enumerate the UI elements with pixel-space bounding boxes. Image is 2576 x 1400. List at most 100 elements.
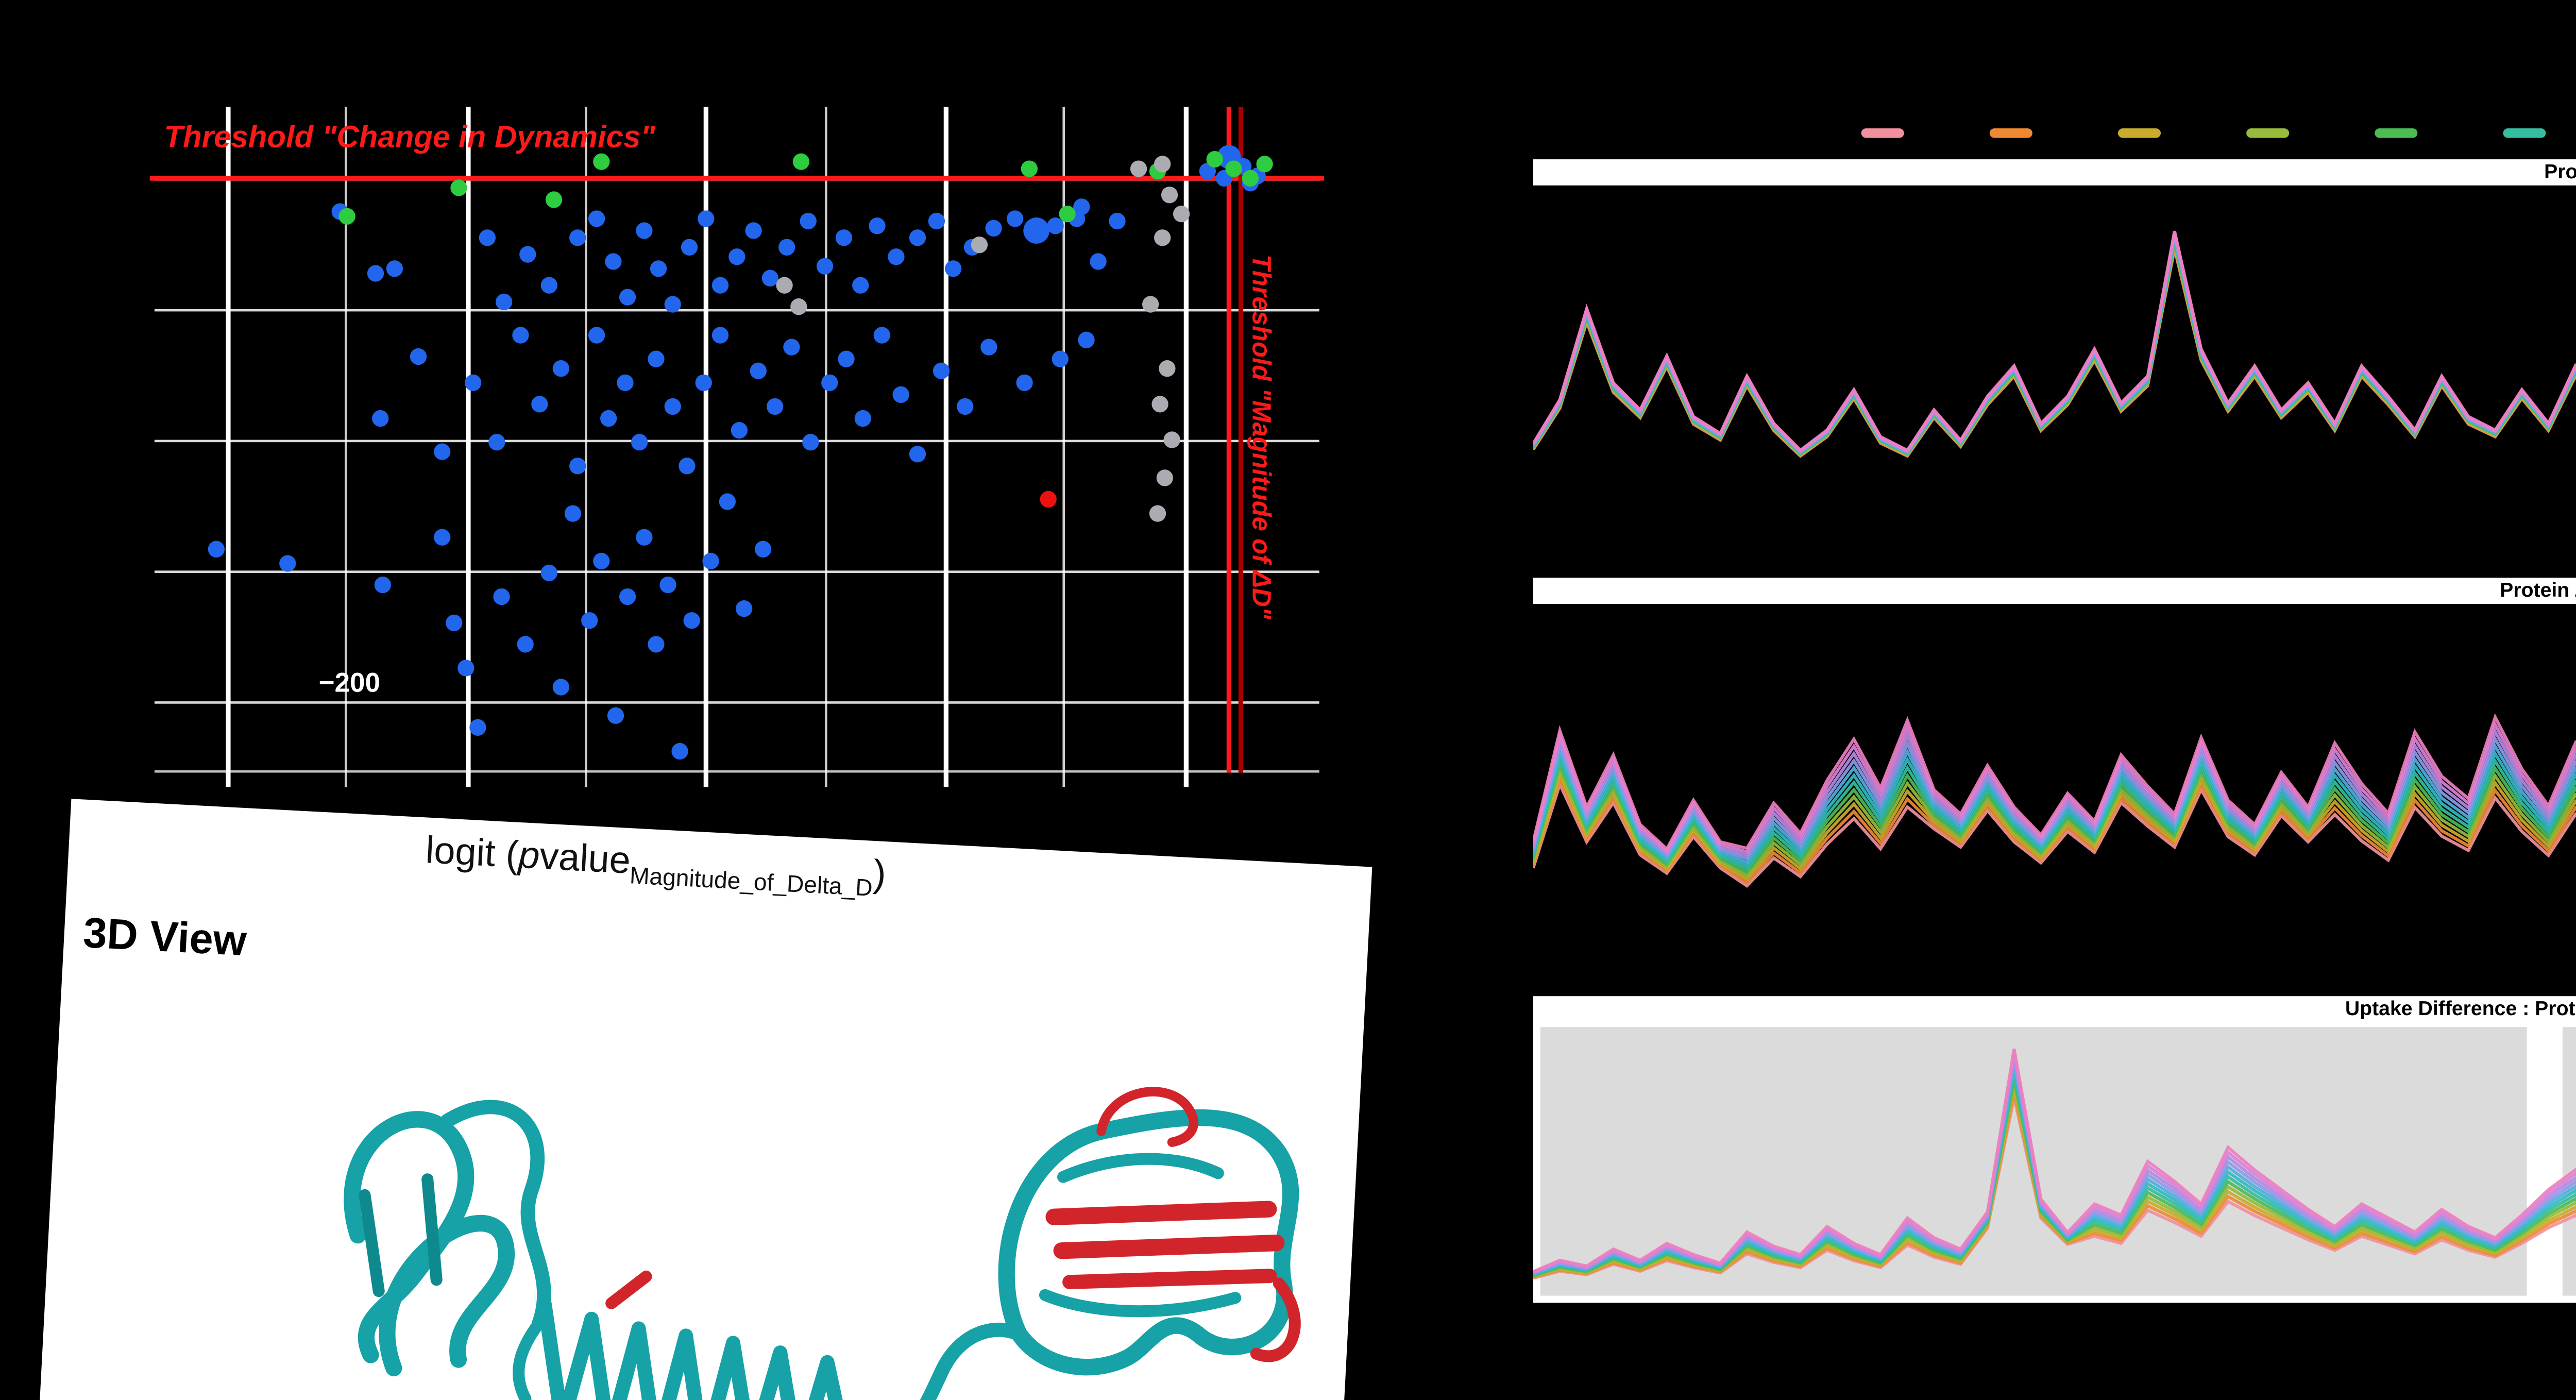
scatter-point-blue[interactable] xyxy=(728,248,745,265)
scatter-point-gray[interactable] xyxy=(1130,160,1147,177)
scatter-point-blue[interactable] xyxy=(593,552,610,570)
legend-swatch[interactable] xyxy=(2503,128,2546,138)
scatter-point-blue[interactable] xyxy=(493,588,510,605)
scatter-point-blue[interactable] xyxy=(386,260,403,277)
scatter-point-green[interactable] xyxy=(450,179,467,196)
scatter-point-blue[interactable] xyxy=(869,217,886,234)
scatter-point-blue[interactable] xyxy=(854,410,871,427)
scatter-point-blue[interactable] xyxy=(617,374,634,391)
scatter-point-gray[interactable] xyxy=(971,237,988,254)
scatter-point-green[interactable] xyxy=(792,153,810,170)
scatter-point-blue[interactable] xyxy=(711,277,729,294)
scatter-point-blue[interactable] xyxy=(367,265,384,282)
scatter-point-blue[interactable] xyxy=(600,410,617,427)
scatter-point-blue[interactable] xyxy=(957,398,974,415)
scatter-point-green[interactable] xyxy=(1225,160,1242,177)
scatter-point-gray[interactable] xyxy=(1149,505,1166,522)
uptake-plot-protein-a[interactable] xyxy=(1533,185,2576,566)
scatter-point-blue[interactable] xyxy=(1090,253,1107,270)
scatter-point-blue[interactable] xyxy=(683,612,700,629)
scatter-point-blue[interactable] xyxy=(517,636,534,653)
scatter-point-blue[interactable] xyxy=(495,293,513,311)
legend-swatch[interactable] xyxy=(2375,128,2418,138)
scatter-point-blue[interactable] xyxy=(540,564,557,582)
legend-swatch[interactable] xyxy=(1989,128,2032,138)
scatter-point-blue[interactable] xyxy=(446,614,463,631)
uptake-plot-protein-a-ligand[interactable] xyxy=(1533,604,2576,960)
scatter-point-blue[interactable] xyxy=(434,529,451,546)
scatter-point-gray[interactable] xyxy=(1142,296,1159,313)
scatter-point-blue[interactable] xyxy=(681,239,698,256)
scatter-point-blue[interactable] xyxy=(719,493,736,510)
legend-swatch[interactable] xyxy=(2117,128,2161,138)
scatter-point-blue[interactable] xyxy=(648,636,665,653)
scatter-point-gray[interactable] xyxy=(1156,469,1173,486)
scatter-point-blue[interactable] xyxy=(1078,331,1095,348)
scatter-point-green[interactable] xyxy=(1021,160,1038,177)
scatter-point-blue[interactable] xyxy=(581,612,598,629)
scatter-point-blue[interactable] xyxy=(664,398,681,415)
scatter-point-green[interactable] xyxy=(593,153,610,170)
scatter-point-blue[interactable] xyxy=(1023,217,1050,244)
scatter-point-blue[interactable] xyxy=(711,327,729,344)
scatter-point-blue[interactable] xyxy=(933,362,950,379)
scatter-point-green[interactable] xyxy=(1242,170,1259,187)
scatter-point-blue[interactable] xyxy=(619,289,636,306)
scatter-point-blue[interactable] xyxy=(488,434,505,451)
scatter-point-blue[interactable] xyxy=(619,588,636,605)
scatter-point-blue[interactable] xyxy=(588,327,605,344)
scatter-point-gray[interactable] xyxy=(1163,431,1180,448)
scatter-point-blue[interactable] xyxy=(410,348,427,365)
uptake-difference-plot[interactable] xyxy=(1533,1022,2576,1303)
scatter-point-blue[interactable] xyxy=(279,555,296,572)
legend-swatch[interactable] xyxy=(1861,128,1904,138)
scatter-point-blue[interactable] xyxy=(702,552,719,570)
scatter-point-green[interactable] xyxy=(545,191,563,208)
scatter-point-blue[interactable] xyxy=(512,327,529,344)
scatter-point-gray[interactable] xyxy=(1173,206,1190,223)
scatter-point-blue[interactable] xyxy=(569,229,586,246)
scatter-point-blue[interactable] xyxy=(605,253,622,270)
scatter-point-blue[interactable] xyxy=(648,350,665,367)
scatter-point-blue[interactable] xyxy=(821,374,838,391)
scatter-point-blue[interactable] xyxy=(802,434,819,451)
scatter-point-blue[interactable] xyxy=(1047,217,1064,234)
scatter-point-red[interactable] xyxy=(1040,491,1057,508)
scatter-point-blue[interactable] xyxy=(636,222,653,239)
scatter-point-blue[interactable] xyxy=(588,210,605,227)
scatter-point-blue[interactable] xyxy=(569,458,586,475)
scatter-point-blue[interactable] xyxy=(479,229,496,246)
scatter-point-blue[interactable] xyxy=(909,229,926,246)
scatter-point-blue[interactable] xyxy=(745,222,762,239)
scatter-point-blue[interactable] xyxy=(736,600,753,617)
scatter-point-blue[interactable] xyxy=(754,541,772,558)
scatter-point-blue[interactable] xyxy=(636,529,653,546)
scatter-point-blue[interactable] xyxy=(873,327,890,344)
scatter-point-gray[interactable] xyxy=(1161,187,1178,204)
scatter-point-blue[interactable] xyxy=(838,350,855,367)
scatter-point-gray[interactable] xyxy=(1151,396,1168,413)
scatter-point-blue[interactable] xyxy=(540,277,557,294)
scatter-point-blue[interactable] xyxy=(607,707,624,724)
scatter-point-blue[interactable] xyxy=(800,212,817,230)
scatter-point-blue[interactable] xyxy=(892,386,909,403)
scatter-point-green[interactable] xyxy=(1256,156,1273,173)
scatter-point-gray[interactable] xyxy=(776,277,793,294)
scatter-point-gray[interactable] xyxy=(1154,229,1171,246)
scatter-point-blue[interactable] xyxy=(457,660,474,677)
scatter-point-green[interactable] xyxy=(1059,206,1076,223)
scatter-point-blue[interactable] xyxy=(783,339,800,356)
scatter-point-blue[interactable] xyxy=(469,719,486,736)
scatter-point-blue[interactable] xyxy=(778,239,795,256)
scatter-point-blue[interactable] xyxy=(816,258,834,275)
scatter-point-blue[interactable] xyxy=(731,421,748,439)
scatter-point-blue[interactable] xyxy=(671,743,688,760)
scatter-point-blue[interactable] xyxy=(659,576,676,594)
scatter-point-gray[interactable] xyxy=(790,298,807,315)
scatter-point-green[interactable] xyxy=(1206,150,1223,168)
scatter-point-blue[interactable] xyxy=(835,229,853,246)
scatter-point-blue[interactable] xyxy=(679,458,696,475)
scatter-point-blue[interactable] xyxy=(631,434,648,451)
scatter-point-blue[interactable] xyxy=(1016,374,1033,391)
scatter-point-blue[interactable] xyxy=(531,396,548,413)
